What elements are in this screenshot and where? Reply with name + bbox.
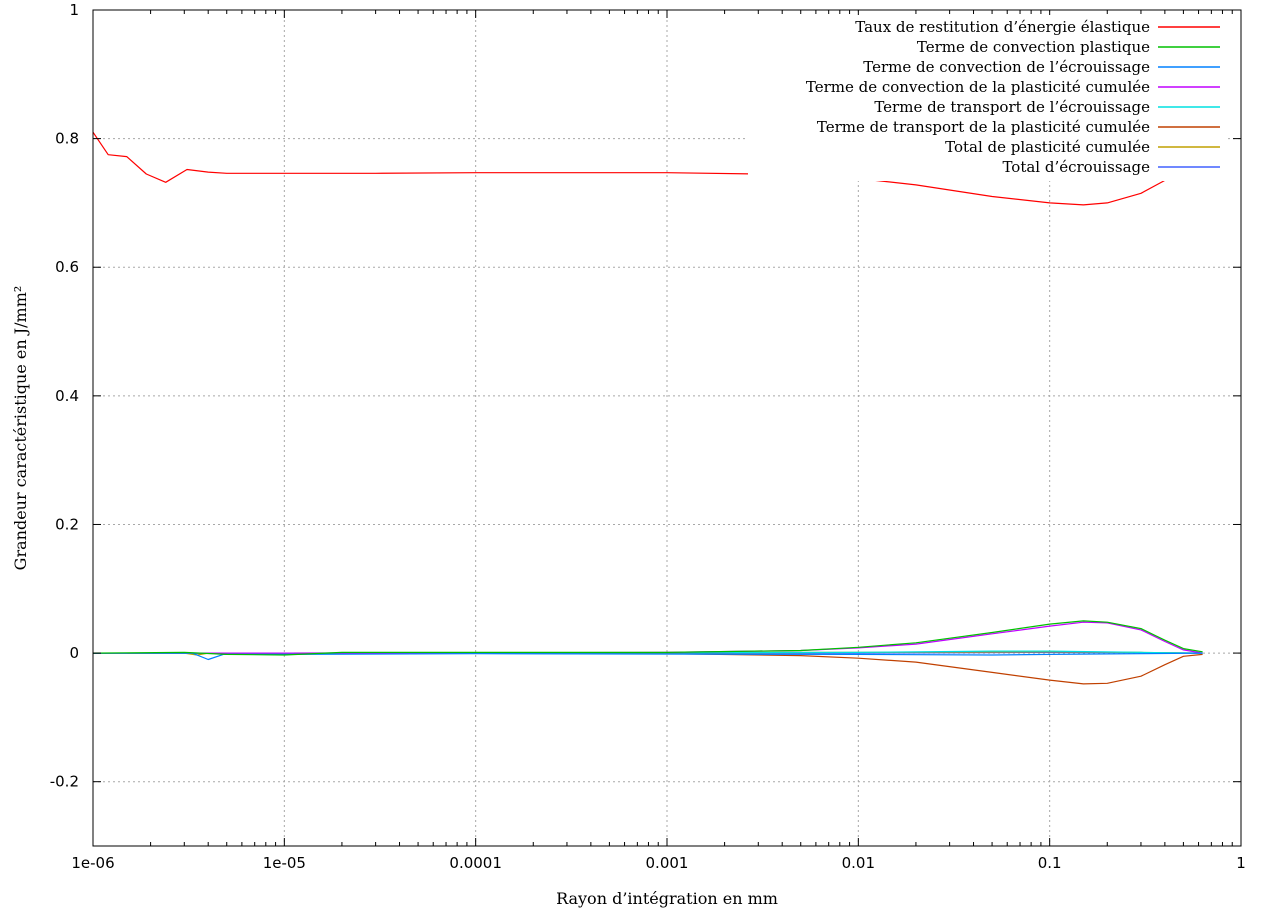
- legend-label: Terme de transport de l’écrouissage: [874, 98, 1150, 116]
- series-line: [92, 620, 1203, 656]
- x-tick-label: 0.1: [1038, 854, 1062, 872]
- legend-label: Total d’écrouissage: [1002, 158, 1150, 176]
- x-tick-label: 1: [1236, 854, 1246, 872]
- y-tick-label: 1: [69, 1, 79, 19]
- series-line: [92, 131, 1203, 206]
- x-tick-label: 1e-06: [71, 854, 114, 872]
- legend-label: Terme de convection de l’écrouissage: [863, 58, 1150, 76]
- x-tick-label: 0.0001: [449, 854, 502, 872]
- legend-label: Terme de convection de la plasticité cum…: [806, 78, 1150, 96]
- x-tick-label: 1e-05: [263, 854, 306, 872]
- y-tick-label: 0.4: [55, 387, 79, 405]
- x-tick-label: 0.01: [842, 854, 875, 872]
- legend: Taux de restitution d’énergie élastique T…: [748, 15, 1226, 181]
- y-tick-label: 0.8: [55, 130, 79, 148]
- axis-ticks: 1e-06 1e-05 0.0001 0.001 0.01 0.1 1 -0.2 0 0.2 0.4…: [50, 1, 1246, 872]
- y-tick-label: 0.2: [55, 515, 79, 533]
- series-lines: [92, 131, 1203, 685]
- y-tick-label: -0.2: [50, 773, 79, 791]
- y-tick-label: 0.6: [55, 258, 79, 276]
- legend-label: Terme de convection plastique: [917, 38, 1150, 56]
- y-tick-label: 0: [69, 644, 79, 662]
- x-tick-label: 0.001: [646, 854, 689, 872]
- legend-background: [748, 15, 1226, 181]
- y-axis-title: Grandeur caractéristique en J/mm²: [11, 286, 30, 571]
- x-axis-title: Rayon d’intégration en mm: [556, 889, 778, 908]
- series-line: [93, 652, 1203, 661]
- legend-label: Taux de restitution d’énergie élastique: [855, 18, 1150, 36]
- legend-label: Total de plasticité cumulée: [945, 138, 1150, 156]
- legend-label: Terme de transport de la plasticité cumu…: [817, 118, 1150, 136]
